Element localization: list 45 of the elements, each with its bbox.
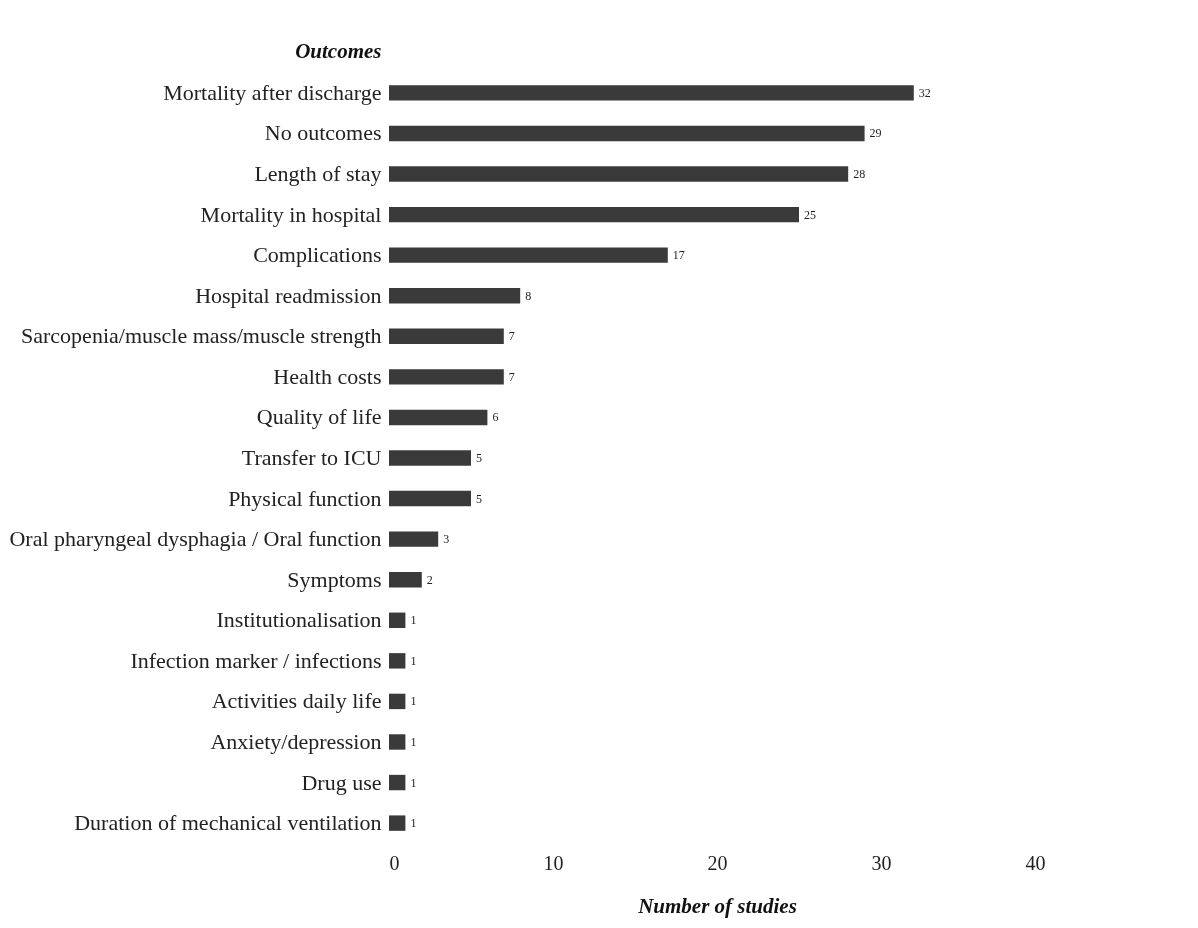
data-label: 6 bbox=[492, 410, 499, 425]
data-label: 7 bbox=[508, 369, 515, 384]
data-label: 32 bbox=[918, 85, 931, 100]
data-label: 2 bbox=[426, 572, 433, 587]
y-axis-title: Outcomes bbox=[295, 38, 382, 63]
y-tick-label: Institutionalisation bbox=[216, 607, 382, 633]
data-label: 1 bbox=[410, 775, 417, 790]
data-label: 1 bbox=[410, 816, 417, 831]
y-tick-label: Activities daily life bbox=[211, 688, 382, 714]
data-label: 1 bbox=[410, 653, 417, 668]
y-tick-label: Mortality after discharge bbox=[163, 79, 382, 105]
data-label: 1 bbox=[410, 694, 417, 709]
y-tick-label: Hospital readmission bbox=[195, 282, 382, 308]
data-label: 5 bbox=[476, 491, 482, 506]
y-tick-label: Mortality in hospital bbox=[200, 201, 382, 227]
x-tick-label: 30 bbox=[871, 851, 892, 874]
x-axis-title: Number of studies bbox=[637, 893, 797, 918]
data-label: 1 bbox=[410, 613, 417, 628]
x-tick-label: 10 bbox=[543, 851, 564, 874]
data-label: 28 bbox=[853, 167, 866, 182]
data-label: 5 bbox=[476, 451, 482, 465]
data-label: 8 bbox=[525, 288, 532, 303]
y-tick-label: Length of stay bbox=[254, 161, 382, 187]
x-tick-label: 40 bbox=[1025, 851, 1046, 874]
y-tick-label: No outcomes bbox=[264, 120, 382, 146]
data-label: 3 bbox=[443, 532, 450, 547]
data-label: 7 bbox=[508, 329, 515, 344]
y-tick-label: Physical function bbox=[228, 485, 382, 511]
y-tick-label: Sarcopenia/muscle mass/muscle strength bbox=[21, 323, 382, 349]
y-tick-label: Symptoms bbox=[287, 566, 382, 592]
x-tick-label: 20 bbox=[707, 851, 728, 874]
data-label: 29 bbox=[869, 126, 882, 141]
y-tick-label: Duration of mechanical ventilation bbox=[74, 810, 382, 836]
y-tick-label: Drug use bbox=[301, 769, 382, 795]
y-tick-label: Complications bbox=[253, 242, 382, 268]
data-label: 1 bbox=[410, 734, 417, 749]
y-tick-label: Quality of life bbox=[256, 404, 382, 430]
y-tick-label: Anxiety/depression bbox=[210, 728, 382, 754]
y-tick-label: Transfer to ICU bbox=[241, 445, 382, 470]
y-tick-label: Oral pharyngeal dysphagia / Oral function bbox=[9, 526, 382, 552]
y-tick-label: Health costs bbox=[273, 363, 382, 389]
y-tick-label: Infection marker / infections bbox=[130, 647, 382, 673]
data-label: 25 bbox=[804, 207, 816, 222]
data-label: 17 bbox=[672, 248, 685, 263]
x-tick-label: 0 bbox=[389, 851, 400, 874]
